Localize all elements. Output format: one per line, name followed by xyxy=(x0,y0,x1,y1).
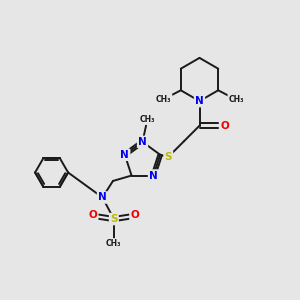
Text: CH₃: CH₃ xyxy=(156,95,171,104)
Text: O: O xyxy=(88,210,97,220)
Text: N: N xyxy=(120,150,129,160)
Text: N: N xyxy=(138,137,147,147)
Text: O: O xyxy=(220,121,229,131)
Text: N: N xyxy=(98,192,107,203)
Text: CH₃: CH₃ xyxy=(229,95,244,104)
Text: CH₃: CH₃ xyxy=(106,239,122,248)
Text: N: N xyxy=(149,170,158,181)
Text: S: S xyxy=(110,214,118,224)
Text: N: N xyxy=(195,96,204,106)
Text: O: O xyxy=(130,210,139,220)
Text: CH₃: CH₃ xyxy=(140,115,155,124)
Text: S: S xyxy=(165,152,172,162)
